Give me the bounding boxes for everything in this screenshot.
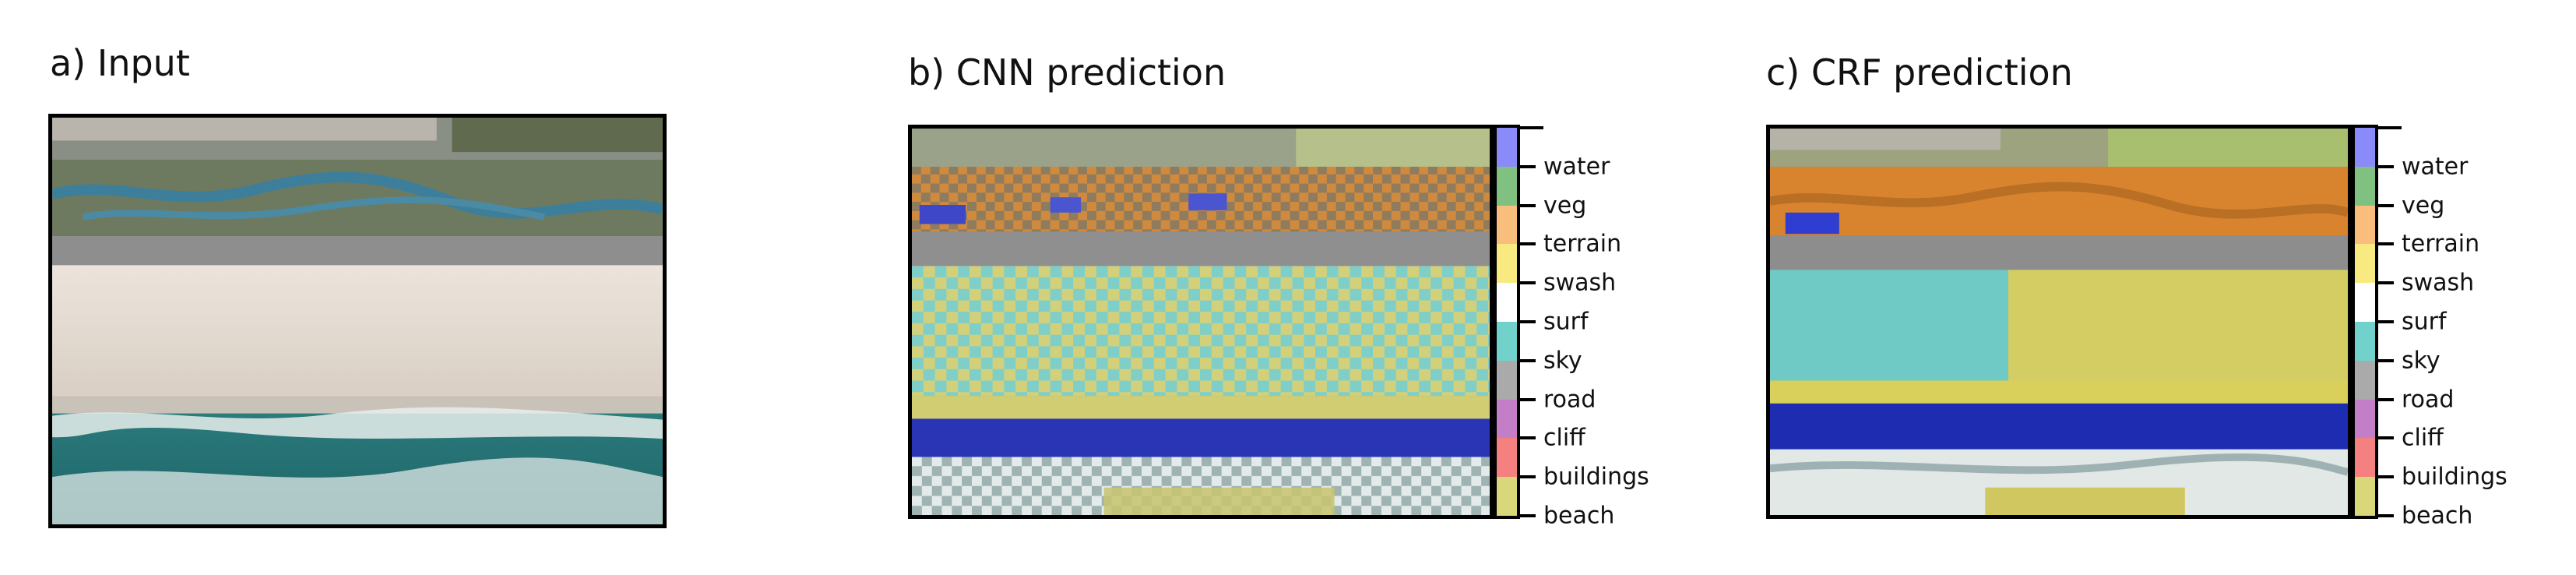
colorbar-label-terrain: terrain xyxy=(1543,230,1622,258)
colorbar-swatch-terrain xyxy=(1497,205,1517,245)
panel-c-title: c) CRF prediction xyxy=(1766,51,2073,93)
colorbar-tick-top xyxy=(2378,126,2402,129)
colorbar-label-swash: swash xyxy=(1543,269,1617,297)
colorbar-label-surf: surf xyxy=(2402,308,2447,336)
colorbar-label-beach: beach xyxy=(2402,502,2473,530)
crf-water-region xyxy=(1770,403,2348,450)
input-image-graphic xyxy=(52,118,663,524)
colorbar-label-surf: surf xyxy=(1543,308,1589,336)
colorbar-swatch-beach xyxy=(2355,477,2375,516)
colorbar-swatch-swash xyxy=(2355,244,2375,284)
crf-road-region xyxy=(1770,235,2348,270)
colorbar-tick-veg xyxy=(2378,203,2394,207)
colorbar-tick-sky xyxy=(1520,358,1536,362)
colorbar-tick-sky xyxy=(2378,358,2394,362)
input-image xyxy=(48,114,667,528)
crf-sky-region xyxy=(1770,270,2008,400)
cnn-prediction-graphic xyxy=(912,129,1490,515)
crf-beach-region xyxy=(2008,270,2348,400)
input-sand xyxy=(52,265,663,397)
colorbar-tick-veg xyxy=(1520,203,1536,207)
colorbar-tick-swash xyxy=(2378,281,2394,285)
cnn-water-region xyxy=(912,418,1490,457)
colorbar-label-beach: beach xyxy=(1543,502,1615,530)
colorbar-tick-road xyxy=(2378,397,2394,401)
colorbar-label-road: road xyxy=(2402,386,2455,414)
colorbar-swatch-buildings xyxy=(2355,438,2375,478)
colorbar-swatch-surf xyxy=(1497,283,1517,323)
colorbar-tick-swash xyxy=(1520,281,1536,285)
colorbar-tick-water xyxy=(1520,164,1536,168)
input-road xyxy=(52,236,663,266)
cnn-prediction-image xyxy=(908,125,1494,519)
colorbar-swatch-water xyxy=(1497,128,1517,168)
colorbar-swatch-sky xyxy=(2355,322,2375,362)
crf-prediction-image xyxy=(1766,125,2352,519)
colorbar-swatch-surf xyxy=(2355,283,2375,323)
colorbar-label-veg: veg xyxy=(2402,192,2445,220)
colorbar-label-cliff: cliff xyxy=(1543,424,1585,452)
colorbar-tick-surf xyxy=(1520,320,1536,323)
colorbar-label-terrain: terrain xyxy=(2402,230,2480,258)
colorbar-swatch-veg xyxy=(2355,166,2375,206)
colorbar-swatch-buildings xyxy=(1497,438,1517,478)
colorbar-swatch-veg xyxy=(1497,166,1517,206)
panel-b-title: b) CNN prediction xyxy=(908,51,1226,93)
colorbar-label-sky: sky xyxy=(2402,347,2441,375)
colorbar-tick-terrain xyxy=(1520,242,1536,246)
colorbar-swatch-road xyxy=(2355,360,2375,400)
colorbar-swatch-beach xyxy=(1497,477,1517,516)
colorbar-swatch-cliff xyxy=(1497,399,1517,439)
colorbar-label-road: road xyxy=(1543,386,1596,414)
colorbar-label-water: water xyxy=(2402,153,2469,181)
cnn-road-region xyxy=(912,231,1490,266)
colorbar-tick-cliff xyxy=(2378,436,2394,440)
colorbar-tick-beach xyxy=(1520,514,1536,517)
colorbar-crf xyxy=(2352,125,2378,519)
colorbar-tick-terrain xyxy=(2378,242,2394,246)
colorbar-label-sky: sky xyxy=(1543,347,1582,375)
colorbar-label-buildings: buildings xyxy=(2402,463,2507,491)
colorbar-swatch-water xyxy=(2355,128,2375,168)
crf-prediction-graphic xyxy=(1770,129,2348,515)
colorbar-tick-cliff xyxy=(1520,436,1536,440)
colorbar-cnn xyxy=(1494,125,1520,519)
colorbar-tick-water xyxy=(2378,164,2394,168)
colorbar-tick-top xyxy=(1520,126,1543,129)
colorbar-tick-surf xyxy=(2378,320,2394,323)
colorbar-swatch-terrain xyxy=(2355,205,2375,245)
colorbar-swatch-sky xyxy=(1497,322,1517,362)
colorbar-label-cliff: cliff xyxy=(2402,424,2444,452)
panel-a-title: a) Input xyxy=(50,42,190,84)
colorbar-tick-buildings xyxy=(1520,475,1536,479)
colorbar-label-veg: veg xyxy=(1543,192,1587,220)
colorbar-swatch-road xyxy=(1497,360,1517,400)
cnn-beach-sky-region xyxy=(912,266,1490,397)
colorbar-swatch-cliff xyxy=(2355,399,2375,439)
colorbar-tick-road xyxy=(1520,397,1536,401)
colorbar-tick-buildings xyxy=(2378,475,2394,479)
colorbar-swatch-swash xyxy=(1497,244,1517,284)
colorbar-label-water: water xyxy=(1543,153,1610,181)
colorbar-label-swash: swash xyxy=(2402,269,2475,297)
colorbar-tick-beach xyxy=(2378,514,2394,517)
colorbar-label-buildings: buildings xyxy=(1543,463,1649,491)
